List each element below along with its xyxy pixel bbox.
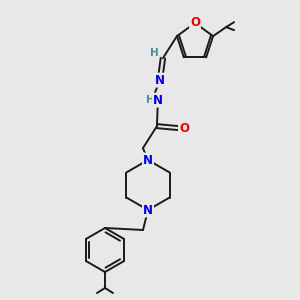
Text: N: N bbox=[153, 94, 163, 106]
Text: O: O bbox=[179, 122, 189, 135]
Text: O: O bbox=[190, 16, 200, 29]
Text: H: H bbox=[150, 48, 158, 58]
Text: N: N bbox=[143, 154, 153, 166]
Text: H: H bbox=[146, 95, 154, 105]
Text: N: N bbox=[143, 203, 153, 217]
Text: N: N bbox=[155, 74, 165, 87]
